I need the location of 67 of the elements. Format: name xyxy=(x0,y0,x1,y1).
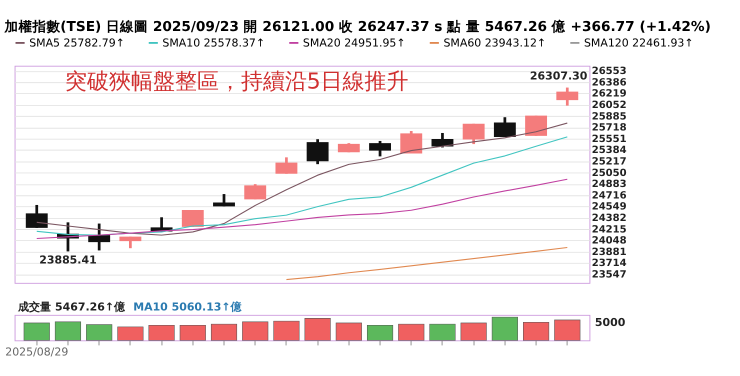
candlestick xyxy=(213,192,235,208)
bar xyxy=(86,324,112,341)
bar xyxy=(523,322,550,341)
bar xyxy=(242,322,268,341)
bar xyxy=(273,320,300,341)
y-tick-label: 23547 xyxy=(592,269,627,280)
candlestick xyxy=(26,204,48,230)
bar xyxy=(304,318,331,341)
text: 5000 xyxy=(594,316,626,329)
legend-label: SMA10 25578.37↑ xyxy=(162,36,266,50)
y-tick-label: 24215 xyxy=(592,224,627,236)
candlestick xyxy=(182,208,204,228)
annotation: 26307.30 xyxy=(530,69,588,82)
y-tick-label: 25885 xyxy=(592,111,627,122)
y-tick-label: 23881 xyxy=(592,246,627,258)
y-tick-label: 25551 xyxy=(592,134,627,145)
line-series xyxy=(286,246,568,280)
candlestick xyxy=(244,182,266,201)
bar xyxy=(148,325,175,341)
candlestick xyxy=(306,138,329,166)
y-tick-label: 24048 xyxy=(592,236,627,247)
y-tick-label: 26386 xyxy=(592,77,627,88)
candlestick xyxy=(275,156,298,176)
candlestick xyxy=(119,235,142,250)
y-tick-label: 23714 xyxy=(592,258,627,270)
y-tick-label: 24549 xyxy=(592,202,627,213)
bar xyxy=(24,322,50,341)
candlestick xyxy=(338,142,360,154)
legend-label: SMA20 24951.95↑ xyxy=(302,36,406,50)
bar xyxy=(398,324,424,341)
y-tick-label: 26052 xyxy=(592,100,627,112)
candlestick xyxy=(400,130,422,155)
y-tick-label: 25217 xyxy=(592,156,627,168)
bar xyxy=(429,324,456,341)
bar xyxy=(366,325,394,341)
annotation: 23885.41 xyxy=(39,253,97,266)
legend-label: SMA120 22461.93↑ xyxy=(584,36,694,50)
annotation: 突破狹幅盤整區，持續沿5日線推升 xyxy=(64,70,409,95)
candlestick xyxy=(88,222,110,252)
bar xyxy=(54,322,82,341)
text: 成交量 5467.26↑億 xyxy=(17,300,126,314)
bar xyxy=(460,322,487,341)
candlestick xyxy=(494,116,516,138)
y-tick-label: 24716 xyxy=(592,190,627,202)
y-tick-label: 24883 xyxy=(592,179,627,190)
bar xyxy=(336,322,362,341)
y-tick-label: 25050 xyxy=(592,168,627,179)
candlestick xyxy=(462,122,485,146)
y-tick-label: 24382 xyxy=(592,213,627,224)
candlestick xyxy=(525,114,548,138)
y-tick-label: 25718 xyxy=(592,122,627,134)
bar xyxy=(210,324,238,341)
candlestick xyxy=(369,140,391,158)
legend-label: SMA60 23943.12↑ xyxy=(443,36,546,50)
candlestick xyxy=(432,132,454,149)
bar xyxy=(492,316,518,341)
candlestick xyxy=(556,86,578,108)
y-tick-label: 25384 xyxy=(592,145,627,156)
y-tick-label: 26553 xyxy=(592,66,627,78)
x-tick-label: 2025/08/29 xyxy=(5,345,68,358)
text: MA10 5060.13↑億 xyxy=(133,300,243,314)
bar xyxy=(117,326,144,341)
chart-title: 加權指數(TSE) 日線圖 2025/09/23 開 26121.00 收 26247.37 s 點 量 5467.26 億 +366.77 (+1.42%) xyxy=(3,18,711,36)
bar xyxy=(554,320,580,341)
y-tick-label: 26219 xyxy=(592,88,627,100)
bar xyxy=(180,325,206,341)
legend-label: SMA5 25782.79↑ xyxy=(29,36,125,50)
